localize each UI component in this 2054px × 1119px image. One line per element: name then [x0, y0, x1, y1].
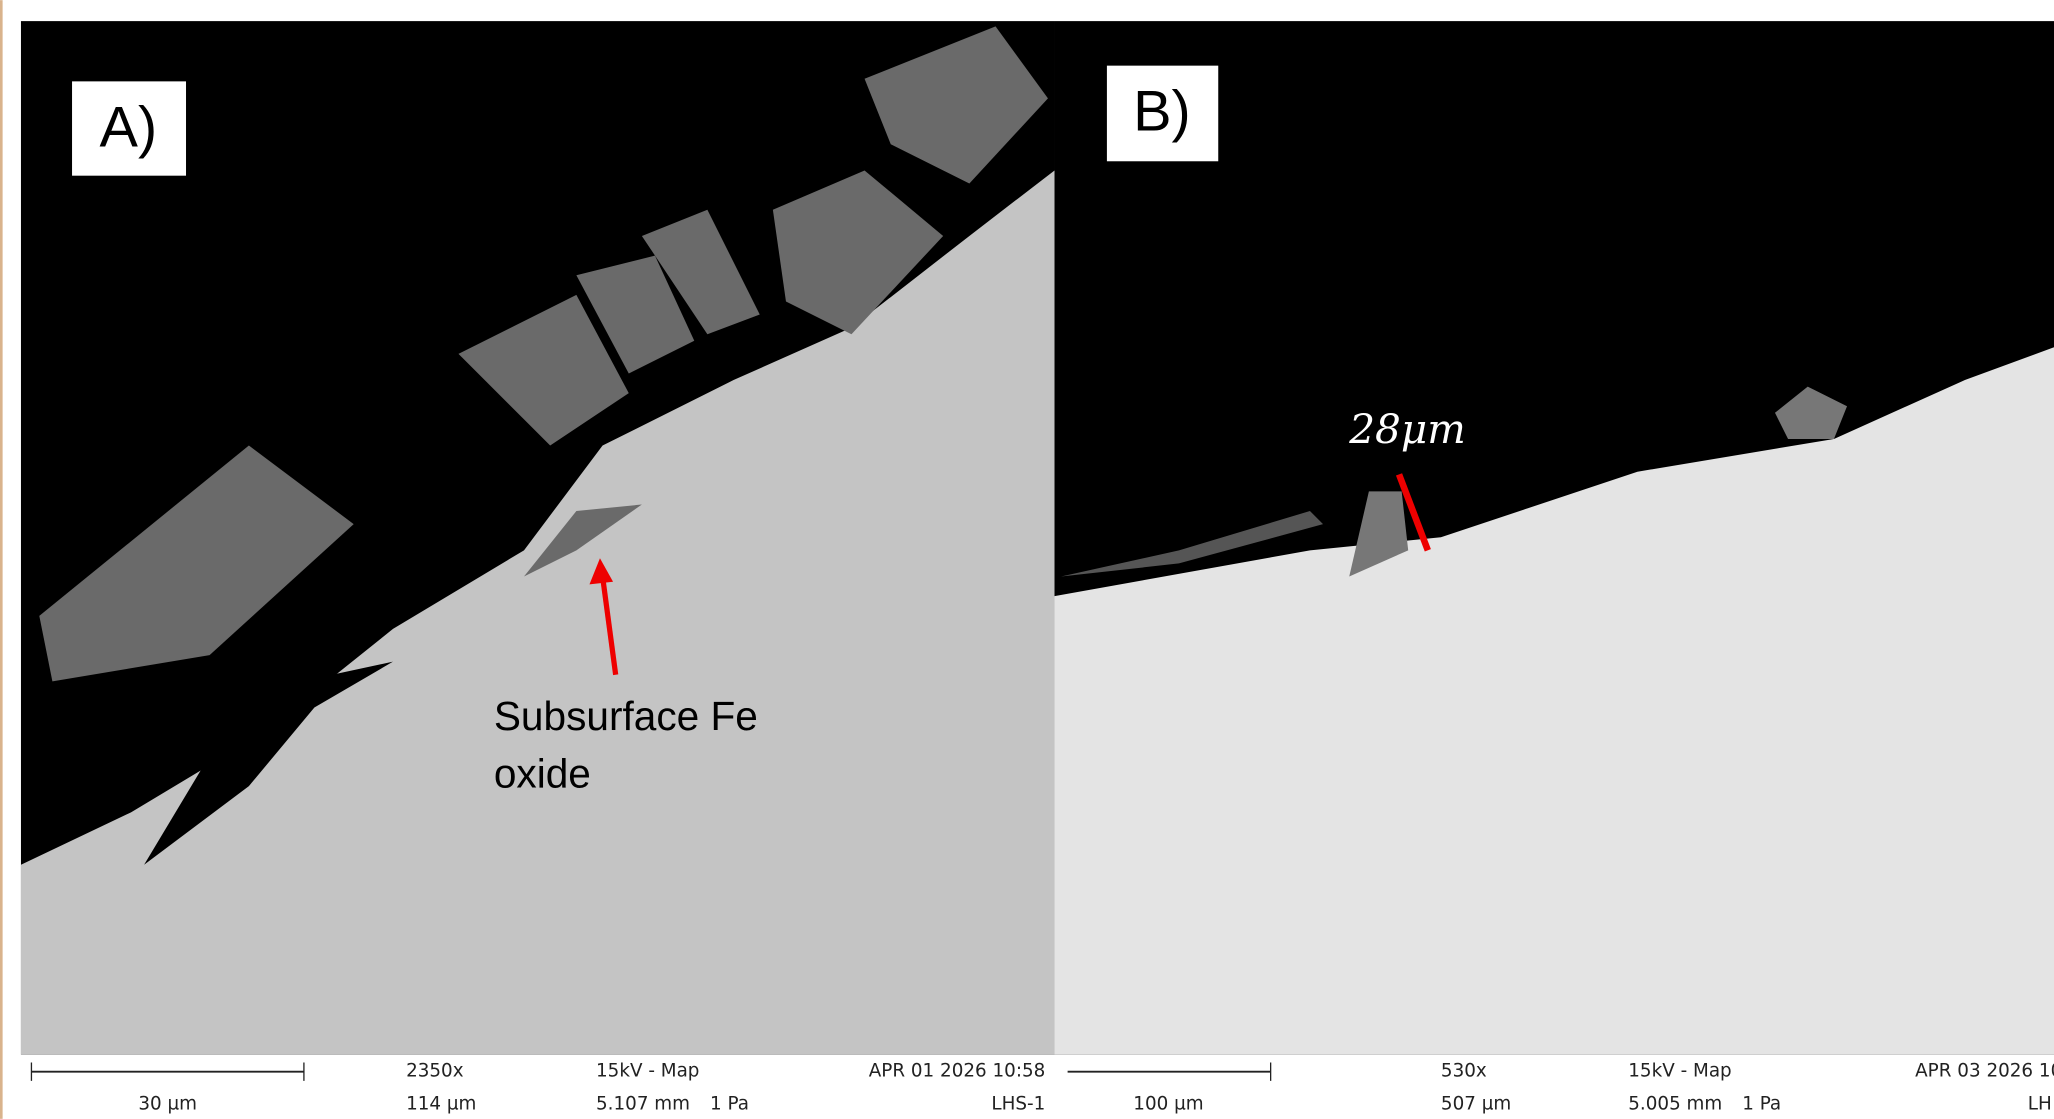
magnification: 530x [1441, 1061, 1487, 1082]
scale: 30 µm [138, 1093, 197, 1114]
field: 507 µm [1441, 1093, 1511, 1114]
date: APR 01 2026 10:58 [869, 1061, 1046, 1082]
annotation: Subsurface Fe [494, 693, 758, 739]
panel-label: B) [1133, 80, 1191, 144]
info-bars: 30 µm 2350x 114 µm 15kV - Map 5.107 mm 1… [31, 1061, 2054, 1115]
mode: 15kV - Map [596, 1061, 699, 1082]
pressure: 1 Pa [1742, 1093, 1781, 1114]
sample: LHS-1 [991, 1093, 1045, 1114]
field: 114 µm [406, 1093, 476, 1114]
distance: 5.107 mm [596, 1093, 690, 1114]
panel-a: A) Subsurface Fe oxide [21, 21, 1055, 1055]
date: APR 03 2026 10 [1915, 1061, 2054, 1082]
sample: LH [2028, 1093, 2052, 1114]
panel-label: A) [100, 95, 158, 159]
distance: 5.005 mm [1628, 1093, 1722, 1114]
figure: A) Subsurface Fe oxide B) 28μm 30 µm 235… [0, 0, 2054, 1119]
magnification: 2350x [406, 1061, 464, 1082]
annotation: 28μm [1348, 405, 1466, 453]
panel-b: B) 28μm [1055, 21, 2054, 1055]
annotation: oxide [494, 751, 591, 797]
pressure: 1 Pa [710, 1093, 749, 1114]
mode: 15kV - Map [1628, 1061, 1731, 1082]
scale: 100 µm [1133, 1093, 1203, 1114]
border [0, 0, 3, 1119]
